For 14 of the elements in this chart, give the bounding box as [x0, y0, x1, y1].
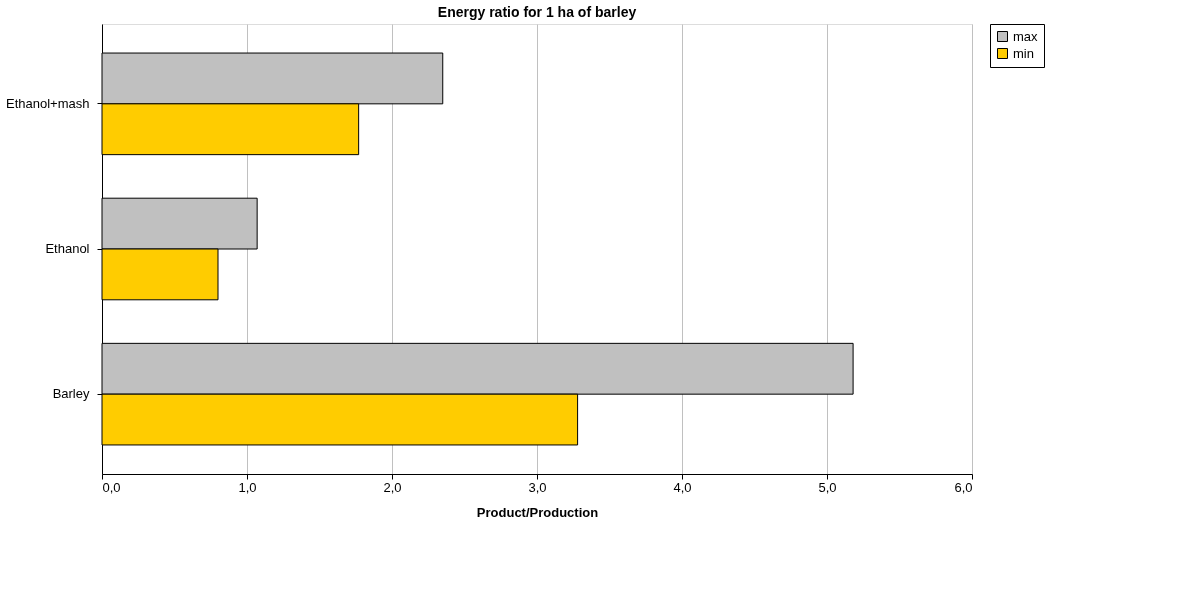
- x-tick-label: 5,0: [818, 479, 837, 495]
- x-tick-label: 4,0: [673, 479, 692, 495]
- chart-title: Energy ratio for 1 ha of barley: [437, 3, 637, 20]
- x-tick-label: 6,0: [954, 479, 973, 495]
- y-tick-label: Barley: [52, 386, 90, 402]
- x-tick-label: 0,0: [102, 479, 121, 495]
- y-tick-label: Ethanol+mash: [6, 95, 90, 111]
- x-tick-label: 1,0: [238, 479, 257, 495]
- x-axis-title: Product/Production: [476, 504, 599, 520]
- legend-label: min: [1013, 45, 1034, 61]
- x-tick-label: 2,0: [383, 479, 402, 495]
- x-tick-label: 3,0: [528, 479, 547, 495]
- legend-label: max: [1013, 28, 1039, 44]
- y-tick-label: Ethanol: [45, 241, 90, 256]
